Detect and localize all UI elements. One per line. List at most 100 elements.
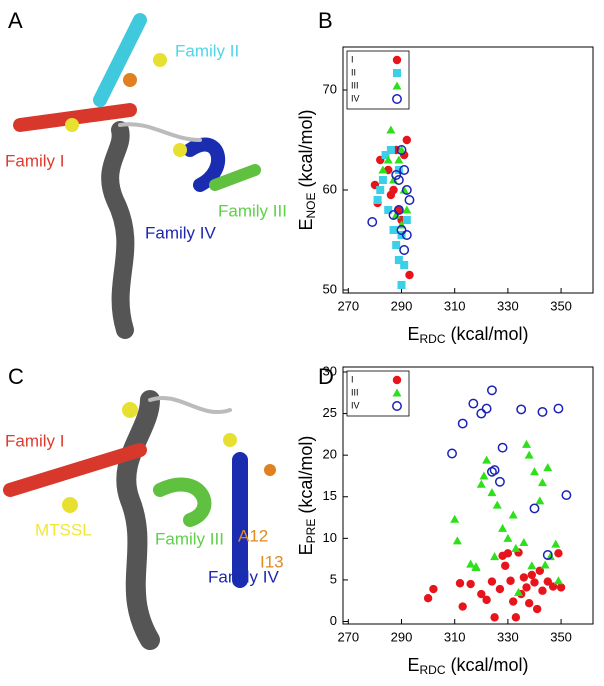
- point: [397, 145, 407, 154]
- axis-label: ERDC (kcal/mol): [407, 324, 528, 346]
- panel-label: A: [8, 8, 23, 33]
- axis-label-sub: RDC: [420, 663, 446, 677]
- point: [400, 261, 409, 269]
- point: [497, 442, 508, 453]
- point: [503, 533, 513, 542]
- point: [384, 206, 393, 214]
- point: [386, 146, 395, 154]
- point: [447, 448, 457, 459]
- legend-label: I: [351, 54, 354, 64]
- point: [423, 594, 433, 603]
- point: [367, 217, 378, 227]
- panel-label: D: [318, 364, 334, 389]
- point: [538, 586, 547, 595]
- point: [376, 186, 385, 194]
- legend-label: IV: [351, 400, 360, 410]
- plot-frame: [342, 366, 594, 625]
- point: [381, 151, 390, 159]
- annotation: Family IV: [208, 567, 280, 586]
- point: [482, 595, 491, 605]
- point: [556, 583, 566, 592]
- y-tick-label: 20: [323, 447, 337, 462]
- x-tick-label: 330: [497, 298, 519, 313]
- axis-label-sub: NOE: [304, 192, 318, 218]
- annotation: A12: [238, 526, 268, 545]
- axis-label-sub: PRE: [304, 519, 318, 544]
- point: [503, 549, 513, 558]
- legend-marker: [392, 94, 402, 104]
- point: [506, 576, 515, 585]
- y-tick-label: 50: [323, 281, 337, 296]
- axis-label-unit: (kcal/mol): [296, 436, 316, 514]
- x-tick-label: 330: [497, 629, 519, 644]
- axis-label: EPRE (kcal/mol): [296, 436, 318, 556]
- axis-label-main: E: [407, 655, 419, 675]
- point: [388, 210, 399, 220]
- point: [392, 241, 401, 249]
- point: [378, 176, 387, 184]
- legend-marker: [392, 388, 402, 397]
- point: [516, 404, 527, 415]
- legend-marker: [393, 69, 401, 77]
- point: [452, 536, 462, 545]
- protein-render-a: [13, 13, 261, 339]
- y-tick-label: 70: [323, 81, 337, 96]
- x-tick-label: 350: [550, 629, 572, 644]
- point: [524, 450, 534, 459]
- point: [486, 466, 497, 477]
- point: [466, 579, 475, 589]
- point: [482, 455, 492, 464]
- protein-render-c: [3, 390, 276, 650]
- point: [386, 125, 396, 134]
- point: [514, 587, 524, 596]
- axis-label-unit: (kcal/mol): [451, 324, 529, 344]
- axis-label-main: E: [407, 324, 419, 344]
- point: [405, 270, 414, 280]
- x-tick-label: 290: [391, 298, 413, 313]
- annotation: Family IV: [145, 223, 217, 242]
- annotation: MTSSL: [35, 520, 92, 539]
- point: [386, 190, 396, 200]
- point: [529, 467, 539, 476]
- point: [391, 170, 402, 180]
- point: [522, 439, 532, 448]
- point: [476, 408, 487, 419]
- point: [401, 230, 412, 240]
- legend-marker: [392, 55, 402, 65]
- point: [457, 418, 468, 429]
- point: [481, 403, 492, 414]
- x-tick-label: 310: [444, 298, 466, 313]
- point: [494, 476, 505, 487]
- axis-label-main: E: [296, 543, 316, 555]
- point: [519, 573, 529, 582]
- point: [527, 570, 537, 580]
- legend-label: III: [351, 387, 359, 397]
- point: [397, 281, 406, 289]
- point: [535, 566, 545, 575]
- y-tick-label: 10: [323, 530, 337, 545]
- point: [404, 195, 415, 205]
- y-tick-label: 25: [323, 405, 337, 420]
- point: [508, 510, 518, 519]
- y-tick-label: 60: [323, 181, 337, 196]
- point: [540, 560, 550, 569]
- point: [389, 226, 398, 234]
- point: [530, 578, 539, 587]
- point: [542, 550, 553, 560]
- point: [396, 225, 407, 235]
- annotation: Family I: [5, 431, 65, 450]
- point: [511, 613, 521, 622]
- point: [511, 543, 521, 552]
- panel-label: B: [318, 8, 333, 33]
- point: [537, 478, 547, 487]
- point: [468, 398, 479, 409]
- point: [545, 552, 555, 561]
- axis-label: ERDC (kcal/mol): [407, 655, 528, 677]
- axis-label: ENOE (kcal/mol): [296, 109, 318, 230]
- panel-label: C: [8, 364, 24, 389]
- point: [490, 613, 499, 622]
- point: [554, 549, 563, 558]
- point: [543, 577, 552, 586]
- point: [455, 579, 465, 588]
- point: [529, 503, 540, 514]
